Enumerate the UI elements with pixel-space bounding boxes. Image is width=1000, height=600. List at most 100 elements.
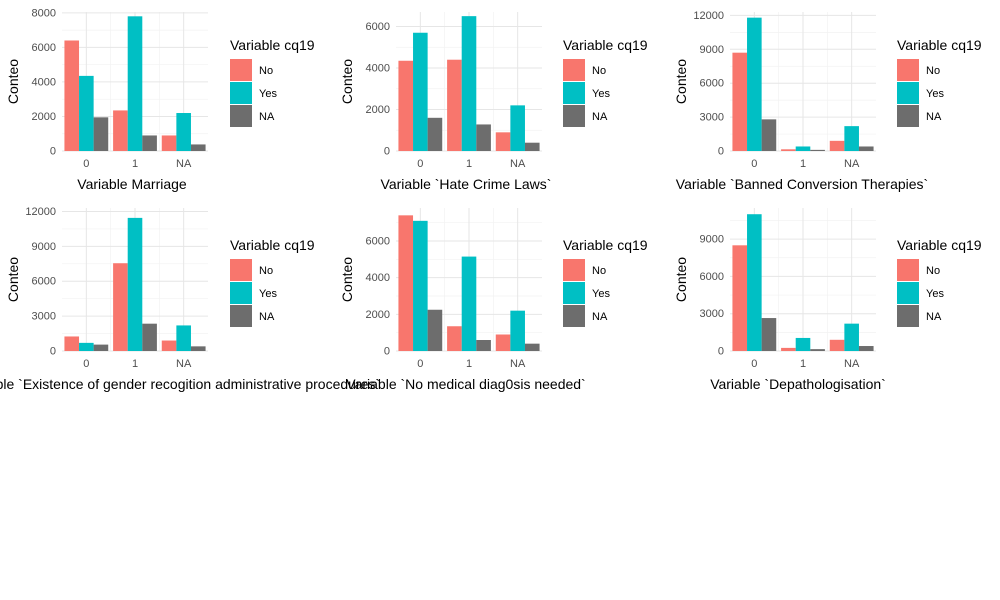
legend-label-na: NA [259,311,275,323]
legend-key-yes [897,82,919,104]
bar-na-1 [142,323,157,351]
bar-yes-1 [127,217,143,351]
legend-label-yes: Yes [259,288,277,300]
y-tick-label: 0 [718,346,724,358]
x-tick-label: NA [510,358,526,370]
bar-no-na [495,334,511,351]
x-tick-label: NA [176,158,192,170]
y-tick-label: 12000 [25,206,56,218]
x-tick-label: 0 [751,158,757,170]
bar-na-na [190,346,206,351]
bar-na-1 [810,149,825,151]
bar-no-0 [398,60,414,151]
legend-title: Variable cq19 [897,237,982,253]
legend-key-na [230,105,252,127]
legend-key-na [230,305,252,327]
y-tick-label: 4000 [32,76,56,88]
bar-no-na [161,135,177,151]
legend-label-na: NA [592,111,608,123]
chart-panel-2: 0 2000 4000 6000 0 1 NA Conteo Variable `Hate Cr… [339,12,648,192]
bar-no-na [829,339,845,351]
bar-yes-0 [747,17,762,151]
bar-na-1 [142,135,157,151]
legend-key-no [897,59,919,81]
bar-yes-na [176,113,191,151]
x-tick-label: NA [844,358,860,370]
y-axis-title: Conteo [339,59,355,104]
legend-label-no: No [592,65,606,77]
bar-no-0 [732,245,748,351]
legend-key-no [563,59,585,81]
chart-panel-3: 0 3000 6000 9000 12000 0 1 NA Conteo Variable `Ba… [673,10,982,192]
legend-label-yes: Yes [926,88,944,100]
legend-label-na: NA [259,111,275,123]
y-tick-label: 0 [50,346,56,358]
y-tick-label: 2000 [32,111,56,123]
x-tick-label: NA [510,158,526,170]
legend: Variable cq19 No Yes NA [230,237,315,327]
y-tick-label: 2000 [366,309,390,321]
legend-label-no: No [259,265,273,277]
x-axis-title: Variable `Depathologisation` [710,376,886,392]
y-tick-label: 6000 [700,271,724,283]
bar-yes-0 [413,32,428,151]
y-tick-label: 6000 [366,21,390,33]
bar-yes-1 [795,337,811,351]
bar-no-1 [113,263,128,351]
y-tick-label: 9000 [700,44,724,56]
legend-key-yes [563,82,585,104]
y-tick-label: 4000 [366,63,390,75]
y-tick-label: 6000 [32,42,56,54]
bar-no-0 [732,52,748,152]
bar-no-na [495,132,511,151]
bar-yes-0 [79,75,94,151]
y-axis-title: Conteo [339,257,355,302]
y-axis-title: Conteo [5,257,21,302]
y-tick-label: 6000 [700,78,724,90]
bar-yes-1 [461,16,477,151]
chart-panel-1: 0 2000 4000 6000 8000 0 1 NA Conteo Variable Marr… [5,7,315,192]
bar-na-0 [761,318,777,351]
bar-yes-0 [747,214,762,351]
y-axis-title: Conteo [5,59,21,104]
bar-yes-na [176,325,191,351]
bar-na-na [858,346,874,351]
y-tick-label: 9000 [700,234,724,246]
y-tick-label: 9000 [32,241,56,253]
bar-yes-na [844,126,859,151]
bar-no-1 [781,347,796,351]
legend-key-na [563,305,585,327]
y-tick-label: 8000 [32,7,56,19]
bar-yes-na [510,310,525,351]
legend-label-yes: Yes [259,88,277,100]
bar-yes-1 [127,16,143,151]
y-tick-label: 3000 [700,308,724,320]
y-tick-label: 0 [384,146,390,158]
x-tick-label: 1 [800,158,806,170]
x-tick-label: 1 [466,158,472,170]
y-tick-label: 3000 [700,112,724,124]
y-tick-label: 6000 [366,236,390,248]
legend: Variable cq19 No Yes NA [230,37,315,127]
legend-key-no [563,259,585,281]
bar-no-0 [64,336,80,351]
bar-na-0 [427,117,443,151]
legend-label-yes: Yes [592,88,610,100]
y-tick-label: 12000 [693,10,724,22]
legend-key-yes [230,282,252,304]
bar-na-na [524,142,540,151]
legend-label-na: NA [592,311,608,323]
x-tick-label: 1 [800,358,806,370]
y-axis-title: Conteo [673,59,689,104]
legend-label-no: No [926,265,940,277]
bar-yes-0 [413,220,428,351]
x-tick-label: 0 [417,358,423,370]
x-axis-title: Variable Marriage [77,176,187,192]
x-tick-label: 0 [83,158,89,170]
bar-no-1 [113,110,128,151]
legend-key-na [897,305,919,327]
bar-no-na [829,140,845,151]
bar-na-na [524,343,540,351]
legend-title: Variable cq19 [897,37,982,53]
